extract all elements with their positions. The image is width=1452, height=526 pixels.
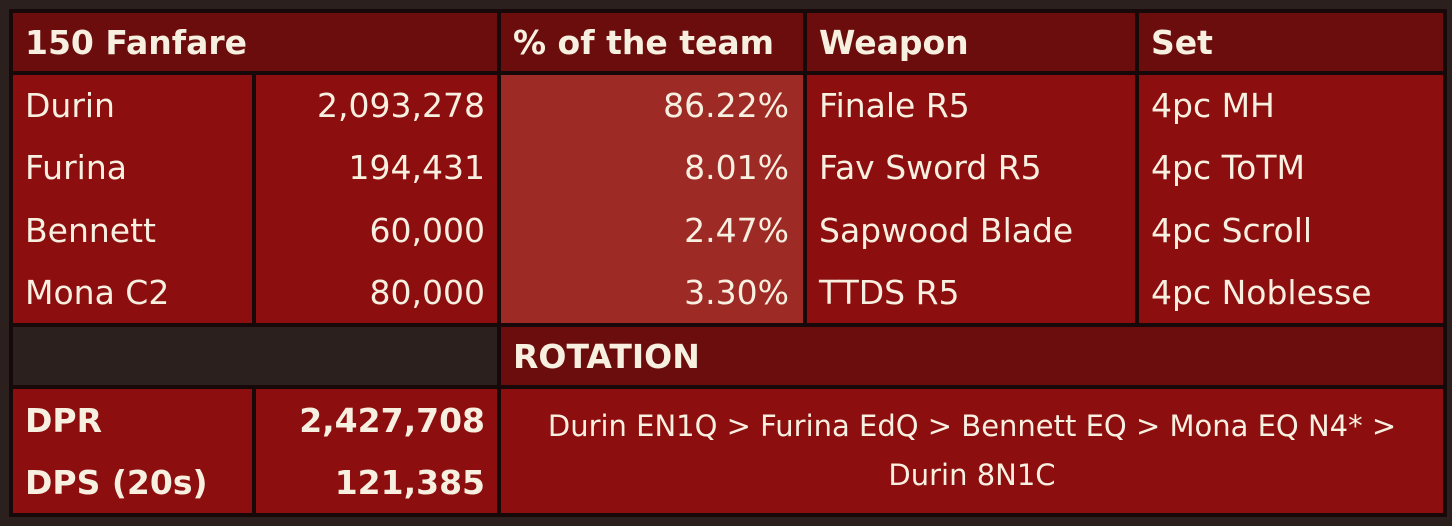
col-header-set: Set bbox=[1135, 9, 1447, 75]
rotation-line-1: Durin EN1Q > Furina EdQ > Bennett EQ > M… bbox=[547, 409, 1397, 443]
table-row-durin: Durin 2,093,278 86.22% Finale R5 4pc MH bbox=[9, 73, 1447, 136]
rotation-text-cell: Durin EN1Q > Furina EdQ > Bennett EQ > M… bbox=[497, 385, 1447, 517]
set-cell: 4pc MH bbox=[1135, 73, 1447, 136]
team-percent-cell: 8.01% bbox=[497, 136, 807, 199]
damage-value-cell: 80,000 bbox=[252, 262, 501, 325]
empty-gap-cell bbox=[9, 323, 501, 389]
character-name-cell: Durin bbox=[9, 73, 256, 136]
character-name-cell: Bennett bbox=[9, 199, 256, 262]
set-cell: 4pc Scroll bbox=[1135, 199, 1447, 262]
team-percent-cell: 86.22% bbox=[497, 73, 807, 136]
rotation-header: ROTATION bbox=[497, 323, 1447, 389]
dpr-label: DPR bbox=[9, 385, 256, 451]
damage-value-cell: 194,431 bbox=[252, 136, 501, 199]
team-percent-cell: 3.30% bbox=[497, 262, 807, 325]
character-name-cell: Mona C2 bbox=[9, 262, 256, 325]
header-row: 150 Fanfare % of the team Weapon Set bbox=[9, 9, 1447, 75]
damage-value-cell: 60,000 bbox=[252, 199, 501, 262]
table-row-bennett: Bennett 60,000 2.47% Sapwood Blade 4pc S… bbox=[9, 199, 1447, 262]
weapon-cell: Finale R5 bbox=[803, 73, 1139, 136]
rotation-header-row: ROTATION bbox=[9, 323, 1447, 389]
damage-value-cell: 2,093,278 bbox=[252, 73, 501, 136]
summary-row-dpr: DPR 2,427,708 Durin EN1Q > Furina EdQ > … bbox=[9, 385, 1447, 517]
table-row-furina: Furina 194,431 8.01% Fav Sword R5 4pc To… bbox=[9, 136, 1447, 199]
rotation-text: Durin EN1Q > Furina EdQ > Bennett EQ > M… bbox=[532, 402, 1412, 500]
summary-row-dps: DPS (20s) 121,385 bbox=[9, 451, 1445, 517]
weapon-cell: Fav Sword R5 bbox=[803, 136, 1139, 199]
weapon-cell: Sapwood Blade bbox=[803, 199, 1139, 262]
weapon-cell: TTDS R5 bbox=[803, 262, 1139, 325]
dps-value: 121,385 bbox=[252, 451, 501, 517]
dpr-value: 2,427,708 bbox=[252, 385, 501, 451]
table-row-mona: Mona C2 80,000 3.30% TTDS R5 4pc Nobless… bbox=[9, 262, 1447, 325]
col-header-weapon: Weapon bbox=[803, 9, 1139, 75]
team-dps-table: 150 Fanfare % of the team Weapon Set Dur… bbox=[9, 9, 1447, 517]
rotation-line-2: Durin 8N1C bbox=[888, 458, 1056, 492]
dps-label: DPS (20s) bbox=[9, 451, 256, 517]
team-percent-cell: 2.47% bbox=[497, 199, 807, 262]
col-header-percent: % of the team bbox=[497, 9, 807, 75]
set-cell: 4pc ToTM bbox=[1135, 136, 1447, 199]
table-title: 150 Fanfare bbox=[9, 9, 501, 75]
character-name-cell: Furina bbox=[9, 136, 256, 199]
set-cell: 4pc Noblesse bbox=[1135, 262, 1447, 325]
